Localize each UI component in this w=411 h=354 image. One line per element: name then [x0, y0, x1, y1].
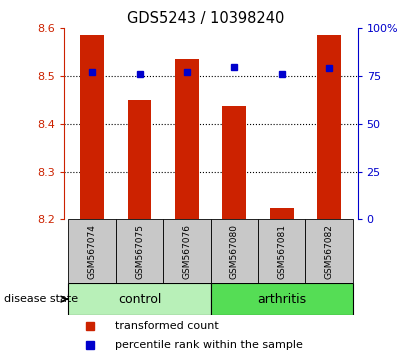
Bar	[163, 219, 211, 283]
Bar	[69, 283, 211, 315]
Text: GSM567076: GSM567076	[182, 224, 192, 279]
Bar	[305, 219, 353, 283]
Bar	[128, 101, 151, 219]
Bar	[175, 59, 199, 219]
Bar	[317, 35, 341, 219]
Text: transformed count: transformed count	[115, 321, 219, 331]
Bar	[211, 219, 258, 283]
Text: arthritis: arthritis	[257, 293, 306, 306]
Text: GDS5243 / 10398240: GDS5243 / 10398240	[127, 11, 284, 25]
Bar	[80, 35, 104, 219]
Bar	[270, 207, 293, 219]
Text: GSM567075: GSM567075	[135, 224, 144, 279]
Text: GSM567080: GSM567080	[230, 224, 239, 279]
Bar	[211, 283, 353, 315]
Bar	[258, 219, 305, 283]
Text: control: control	[118, 293, 161, 306]
Text: GSM567082: GSM567082	[325, 224, 334, 279]
Bar	[222, 106, 246, 219]
Text: GSM567081: GSM567081	[277, 224, 286, 279]
Bar	[116, 219, 163, 283]
Text: GSM567074: GSM567074	[88, 224, 97, 279]
Text: percentile rank within the sample: percentile rank within the sample	[115, 341, 303, 350]
Text: disease state: disease state	[4, 294, 78, 304]
Bar	[69, 219, 116, 283]
